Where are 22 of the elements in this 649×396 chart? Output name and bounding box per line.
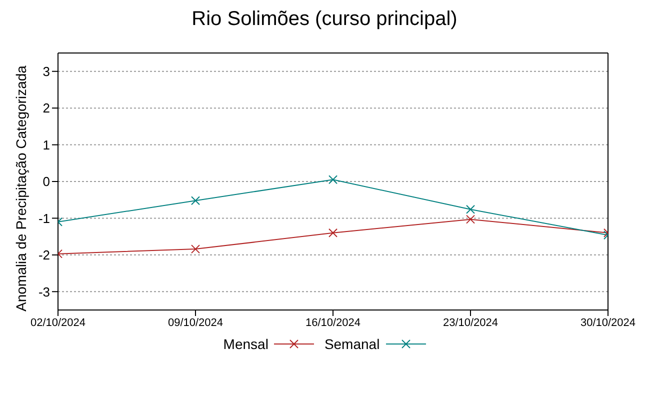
y-tick-label: 0 bbox=[42, 174, 50, 190]
y-tick-label: 1 bbox=[42, 137, 50, 152]
y-tick-label: 3 bbox=[42, 64, 50, 79]
point bbox=[466, 214, 475, 224]
y-tick-label: -3 bbox=[38, 284, 50, 300]
point bbox=[191, 244, 200, 254]
x-tick-label: 23/10/2024 bbox=[442, 316, 498, 329]
legend-label: Semanal bbox=[324, 336, 380, 352]
y-axis-title: Anomalia de Precipitação Categorizada bbox=[12, 65, 29, 312]
point bbox=[328, 175, 338, 184]
point bbox=[466, 204, 475, 214]
point bbox=[191, 196, 200, 206]
x-tick-label: 02/10/2024 bbox=[30, 316, 86, 329]
y-tick-label: -1 bbox=[38, 210, 50, 226]
x-tick-label: 30/10/2024 bbox=[580, 316, 636, 329]
x-tick-label: 09/10/2024 bbox=[168, 316, 224, 329]
point bbox=[328, 228, 338, 238]
y-tick-label: 2 bbox=[42, 100, 50, 116]
legend-label: Mensal bbox=[223, 336, 268, 352]
x-tick-label: 16/10/2024 bbox=[305, 316, 361, 329]
chart-title: Rio Solimões (curso principal) bbox=[190, 8, 458, 32]
y-tick-label: -2 bbox=[38, 248, 50, 263]
